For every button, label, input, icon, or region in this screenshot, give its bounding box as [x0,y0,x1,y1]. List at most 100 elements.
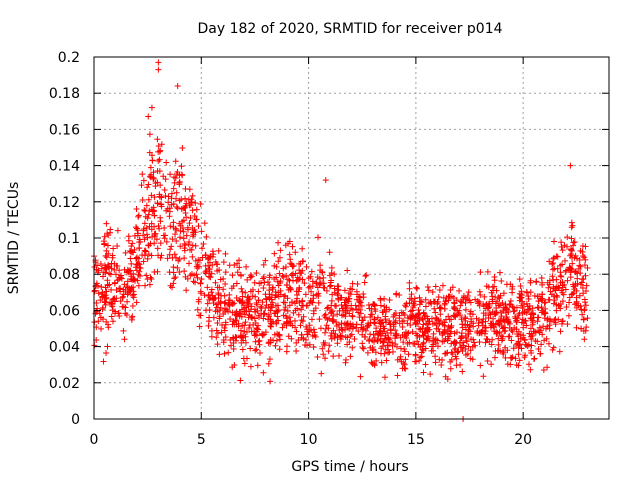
data-point [454,348,461,355]
data-point [563,304,570,311]
data-point [435,294,442,301]
data-point [214,319,221,326]
data-point [225,349,232,356]
data-point [327,332,334,339]
data-point [337,294,344,301]
data-point [155,148,162,155]
data-point [98,325,105,332]
data-point [324,305,331,312]
data-point [182,242,189,249]
data-point [542,309,549,316]
data-point [206,259,213,266]
data-point [451,330,458,337]
data-point [118,275,125,282]
data-point [427,299,434,306]
data-point [569,290,576,297]
data-point [170,280,177,287]
data-point [287,286,294,293]
data-point [201,292,208,299]
data-point [453,339,460,346]
data-point [334,283,341,290]
data-point [519,316,526,323]
data-point [151,212,158,219]
data-point [102,284,109,291]
data-point [299,318,306,325]
data-point [107,271,114,278]
data-point [292,249,299,256]
data-point [283,348,290,355]
data-point [399,323,406,330]
data-point [196,312,203,319]
data-point [515,344,522,351]
data-point [144,255,151,262]
data-point [367,331,374,338]
data-point [373,325,380,332]
data-point [456,287,463,294]
data-point [409,328,416,335]
data-point [450,305,457,312]
data-point [346,339,353,346]
data-point [98,283,105,290]
data-point [453,355,460,362]
data-point [260,369,267,376]
data-point [515,351,522,358]
data-point [353,306,360,313]
data-point [150,169,157,176]
data-point [237,333,244,340]
data-point [555,284,562,291]
data-point [266,281,273,288]
data-point [148,206,155,213]
data-point [137,265,144,272]
data-point [378,359,385,366]
data-point [495,347,502,354]
data-point [330,312,337,319]
data-point [500,349,507,356]
data-point [553,307,560,314]
data-point [355,293,362,300]
data-point [416,333,423,340]
data-point [422,328,429,335]
data-point [399,365,406,372]
data-point [292,324,299,331]
data-point [559,298,566,305]
data-point [377,295,384,302]
data-point [579,242,586,249]
data-point [102,292,109,299]
data-point [493,328,500,335]
data-point [371,338,378,345]
data-point [135,282,142,289]
x-tick-label: 0 [90,432,99,448]
data-point [247,345,254,352]
data-point [566,299,573,306]
data-point [92,283,99,290]
data-point [103,295,110,302]
data-point [451,300,458,307]
data-point [404,314,411,321]
data-point [516,357,523,364]
data-point [320,351,327,358]
data-point [257,303,264,310]
data-point [491,283,498,290]
data-point [295,276,302,283]
data-point [513,319,520,326]
data-point [265,360,272,367]
data-point [417,298,424,305]
data-point [304,331,311,338]
data-point [341,287,348,294]
data-point [217,276,224,283]
data-point [247,363,254,370]
data-point [199,254,206,261]
data-point [423,335,430,342]
data-point [149,157,156,164]
data-point [505,309,512,316]
data-point [326,315,333,322]
data-point [258,279,264,286]
data-point [365,302,372,309]
data-point [544,315,551,322]
data-point [447,358,454,365]
data-point [181,268,188,275]
data-point [101,233,108,240]
data-point [454,307,461,314]
data-point [270,318,277,325]
